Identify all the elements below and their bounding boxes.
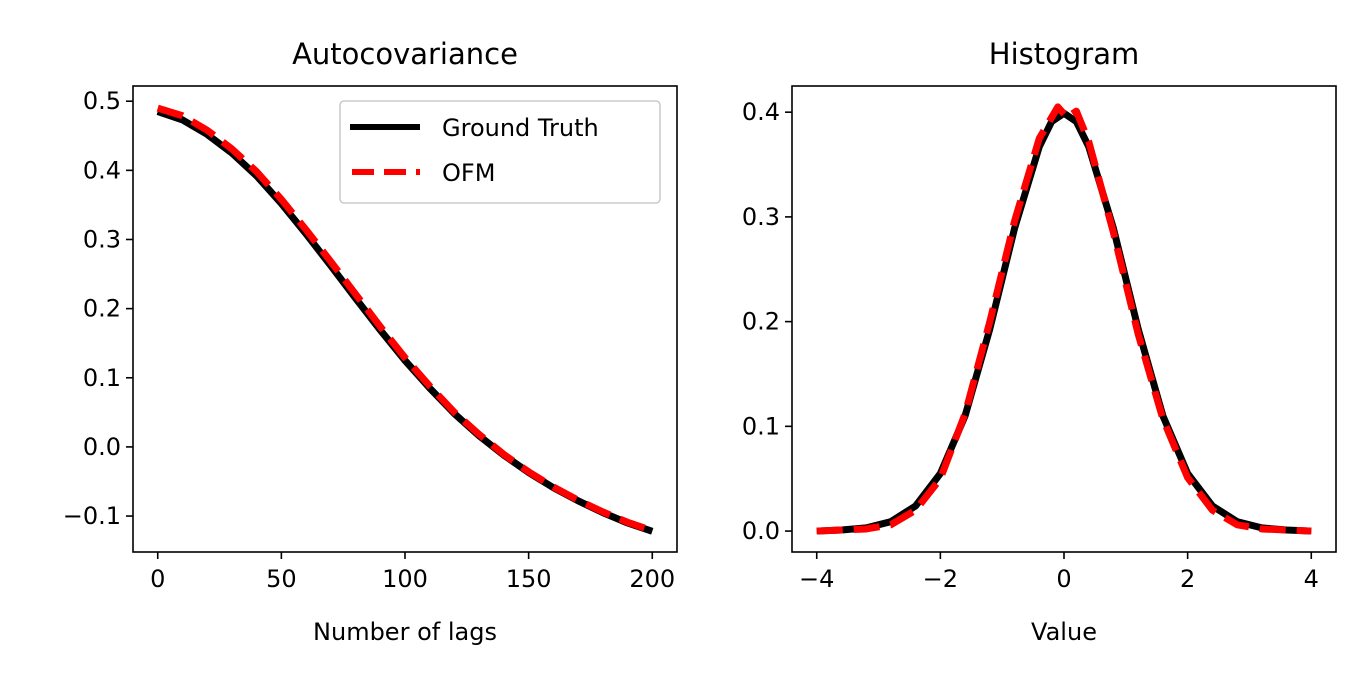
- y-tick-label: 0.3: [83, 225, 121, 253]
- y-tick-label: 0.1: [742, 412, 780, 440]
- histogram-chart: Histogram −4 −2 0 2 4 0.0 0.1 0.2 0.3 0.4 Value: [742, 37, 1337, 646]
- y-tick-label: 0.0: [742, 517, 780, 545]
- x-axis-label: Number of lags: [313, 618, 497, 646]
- y-tick-label: 0.2: [742, 308, 780, 336]
- x-tick-label: 100: [382, 565, 428, 593]
- plot-frame: [791, 85, 1337, 553]
- x-tick-label: −4: [799, 565, 834, 593]
- legend-label-ofm: OFM: [442, 159, 495, 187]
- legend: Ground Truth OFM: [339, 100, 661, 204]
- x-tick-label: 2: [1180, 565, 1195, 593]
- y-tick-label: 0.4: [83, 156, 121, 184]
- x-tick-label: 4: [1304, 565, 1319, 593]
- y-tick-label: 0.1: [83, 364, 121, 392]
- x-tick-label: 0: [150, 565, 165, 593]
- x-tick-label: 50: [266, 565, 297, 593]
- y-tick-label: 0.3: [742, 203, 780, 231]
- chart-title: Autocovariance: [292, 37, 518, 71]
- autocovariance-chart: Autocovariance 0 50 100 150 200 −0.1 0.0 0.1 0.…: [63, 37, 678, 646]
- x-tick-label: 150: [506, 565, 552, 593]
- x-tick-label: 0: [1056, 565, 1071, 593]
- chart-title: Histogram: [989, 37, 1139, 71]
- legend-label-ground-truth: Ground Truth: [442, 114, 599, 142]
- y-tick-label: 0.0: [83, 433, 121, 461]
- x-axis-label: Value: [1031, 618, 1097, 646]
- y-tick-label: −0.1: [63, 502, 121, 530]
- y-tick-label: 0.2: [83, 295, 121, 323]
- series-line-ofm: [156, 104, 654, 534]
- series-line-ofm: [816, 103, 1312, 535]
- series-line-ground-truth: [816, 109, 1312, 535]
- y-tick-label: 0.5: [83, 87, 121, 115]
- y-tick-label: 0.4: [742, 98, 780, 126]
- x-tick-label: −2: [923, 565, 958, 593]
- x-tick-label: 200: [629, 565, 675, 593]
